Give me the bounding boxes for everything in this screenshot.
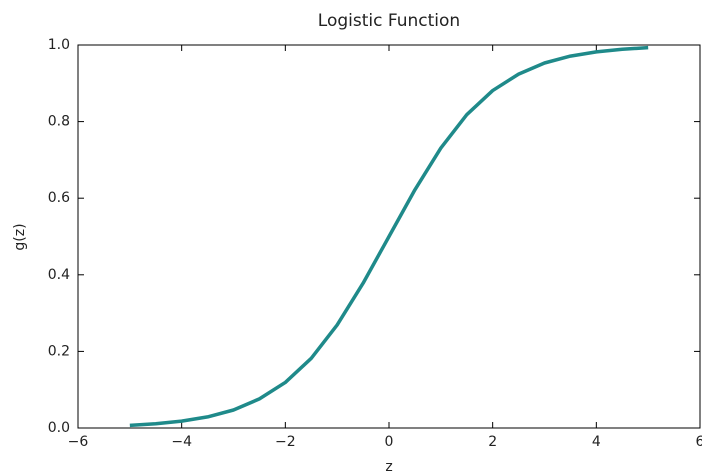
y-tick-label: 0.0 [48,420,70,436]
y-tick-label: 0.8 [48,114,70,130]
x-tick-label: 6 [696,434,702,450]
chart-title: Logistic Function [318,11,460,31]
x-tick-label: 4 [592,434,601,450]
line-series [129,45,649,428]
x-tick-label: −2 [275,434,296,450]
y-tick-label: 1.0 [48,37,70,53]
x-tick-label: 0 [385,434,394,450]
plot-frame [77,44,701,429]
x-tick-label: 2 [488,434,497,450]
y-axis-label: g(z) [12,223,28,250]
y-tick-label: 0.2 [48,343,70,359]
y-tick-label: 0.4 [48,267,70,283]
x-tick-label: −4 [171,434,192,450]
y-tick-label: 0.6 [48,190,70,206]
x-tick-label: −6 [68,434,89,450]
x-axis-label: z [385,459,392,475]
